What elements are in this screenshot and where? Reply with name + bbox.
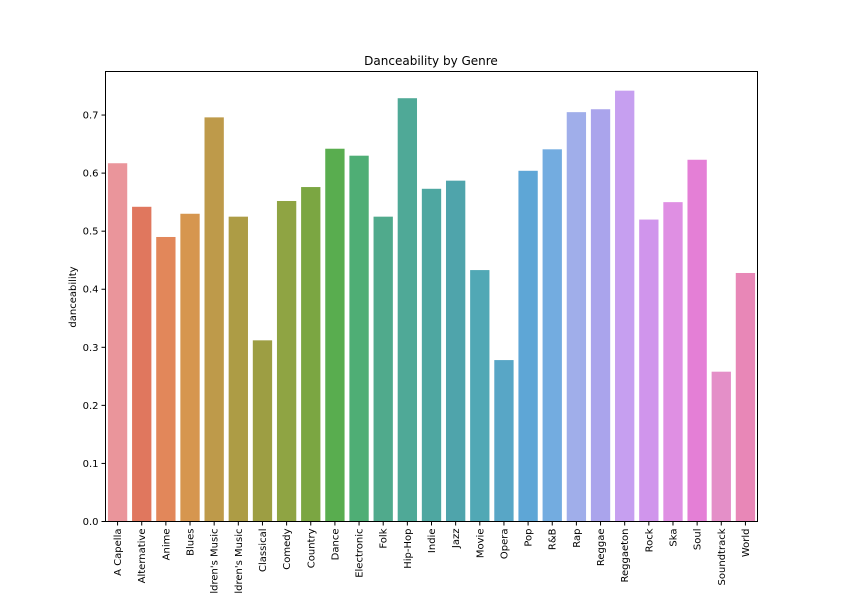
bar — [421, 188, 442, 522]
x-tick-label: Indie — [427, 529, 438, 554]
bar — [663, 202, 683, 522]
bar — [252, 340, 273, 522]
y-tick-label: 0.5 — [83, 227, 99, 238]
x-axis: A Capella Alternative Anime Blues ldren's Mu… — [113, 521, 752, 594]
x-tick-label: Dance — [330, 529, 341, 561]
x-tick-label: ldren's Music — [210, 529, 221, 594]
x-tick-label: Blues — [186, 529, 197, 556]
bar — [228, 216, 248, 522]
x-tick-label: Anime — [161, 529, 172, 561]
bar — [615, 90, 635, 522]
bars-group — [107, 90, 756, 522]
bar — [373, 216, 393, 522]
x-tick-label: R&B — [548, 528, 559, 550]
y-tick-label: 0.1 — [83, 459, 99, 470]
y-tick-label: 0.6 — [83, 169, 99, 180]
x-tick-label: Alternative — [137, 529, 148, 584]
x-tick-label: Classical — [258, 529, 269, 573]
bar — [470, 270, 490, 522]
bar — [494, 360, 514, 522]
x-tick-label: Electronic — [355, 529, 366, 578]
bar — [445, 180, 466, 522]
x-tick-label: Comedy — [282, 528, 293, 569]
bar — [518, 170, 538, 522]
bar — [590, 109, 611, 522]
bar — [349, 155, 369, 522]
x-tick-label: Reggae — [596, 529, 607, 567]
chart-title: Danceability by Genre — [364, 54, 498, 68]
x-tick-label: Pop — [524, 529, 535, 547]
x-tick-label: Movie — [475, 529, 486, 559]
y-tick-label: 0.2 — [83, 401, 99, 412]
x-tick-label: A Capella — [113, 529, 124, 576]
x-tick-label: Opera — [499, 529, 510, 560]
bar — [735, 272, 756, 522]
y-axis-label: danceability — [68, 266, 79, 327]
y-tick-label: 0.4 — [83, 285, 99, 296]
bar — [301, 187, 321, 522]
x-tick-label: Ska — [668, 529, 679, 547]
bar — [566, 112, 587, 522]
x-tick-label: Rap — [572, 529, 583, 548]
x-tick-label: ldren's Music — [234, 529, 245, 594]
bar — [687, 159, 707, 522]
plot-frame — [105, 71, 758, 522]
x-tick-label: Soundtrack — [717, 528, 728, 585]
y-tick-label: 0.7 — [83, 111, 99, 122]
x-tick-label: World — [741, 529, 752, 558]
x-tick-label: Hip-Hop — [403, 529, 414, 569]
bar — [132, 206, 152, 522]
bar — [180, 213, 200, 522]
x-tick-label: Soul — [693, 529, 704, 551]
y-tick-label: 0.0 — [83, 517, 99, 528]
y-axis: 0.0 0.1 0.2 0.3 0.4 0.5 0.6 0.7 — [83, 111, 106, 528]
bar — [204, 117, 224, 522]
bar — [156, 236, 176, 522]
bar — [639, 219, 659, 522]
bar — [711, 371, 731, 522]
x-tick-label: Jazz — [451, 529, 462, 550]
x-tick-label: Country — [306, 528, 317, 568]
y-tick-label: 0.3 — [83, 343, 99, 354]
x-tick-label: Reggaeton — [620, 529, 631, 583]
bar — [107, 163, 128, 522]
x-tick-label: Rock — [644, 528, 655, 552]
bar — [542, 149, 562, 522]
x-tick-label: Folk — [379, 528, 390, 548]
bar — [276, 200, 297, 522]
bar — [397, 98, 418, 522]
bar — [325, 148, 345, 522]
